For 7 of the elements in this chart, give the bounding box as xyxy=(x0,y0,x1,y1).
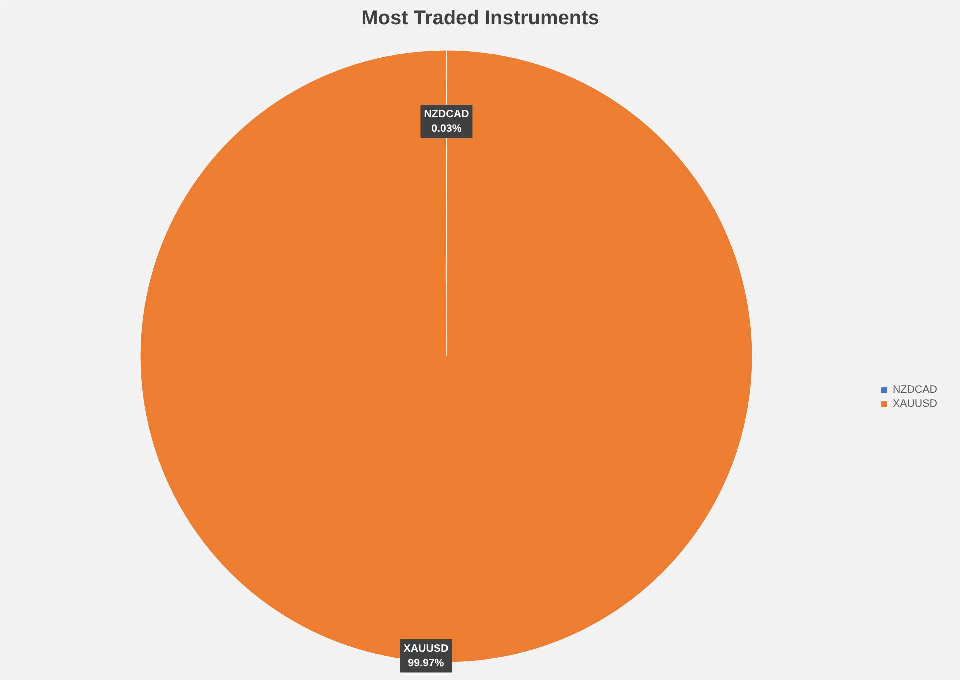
chart-title: Most Traded Instruments xyxy=(362,8,600,30)
slice-label: NZDCAD xyxy=(424,108,470,121)
legend-label: NZDCAD xyxy=(893,384,938,396)
slice-label: XAUUSD xyxy=(404,642,450,655)
legend-label: XAUUSD xyxy=(893,398,938,410)
data-label: 99.97% xyxy=(408,657,445,670)
data-label: 0.03% xyxy=(432,122,462,135)
